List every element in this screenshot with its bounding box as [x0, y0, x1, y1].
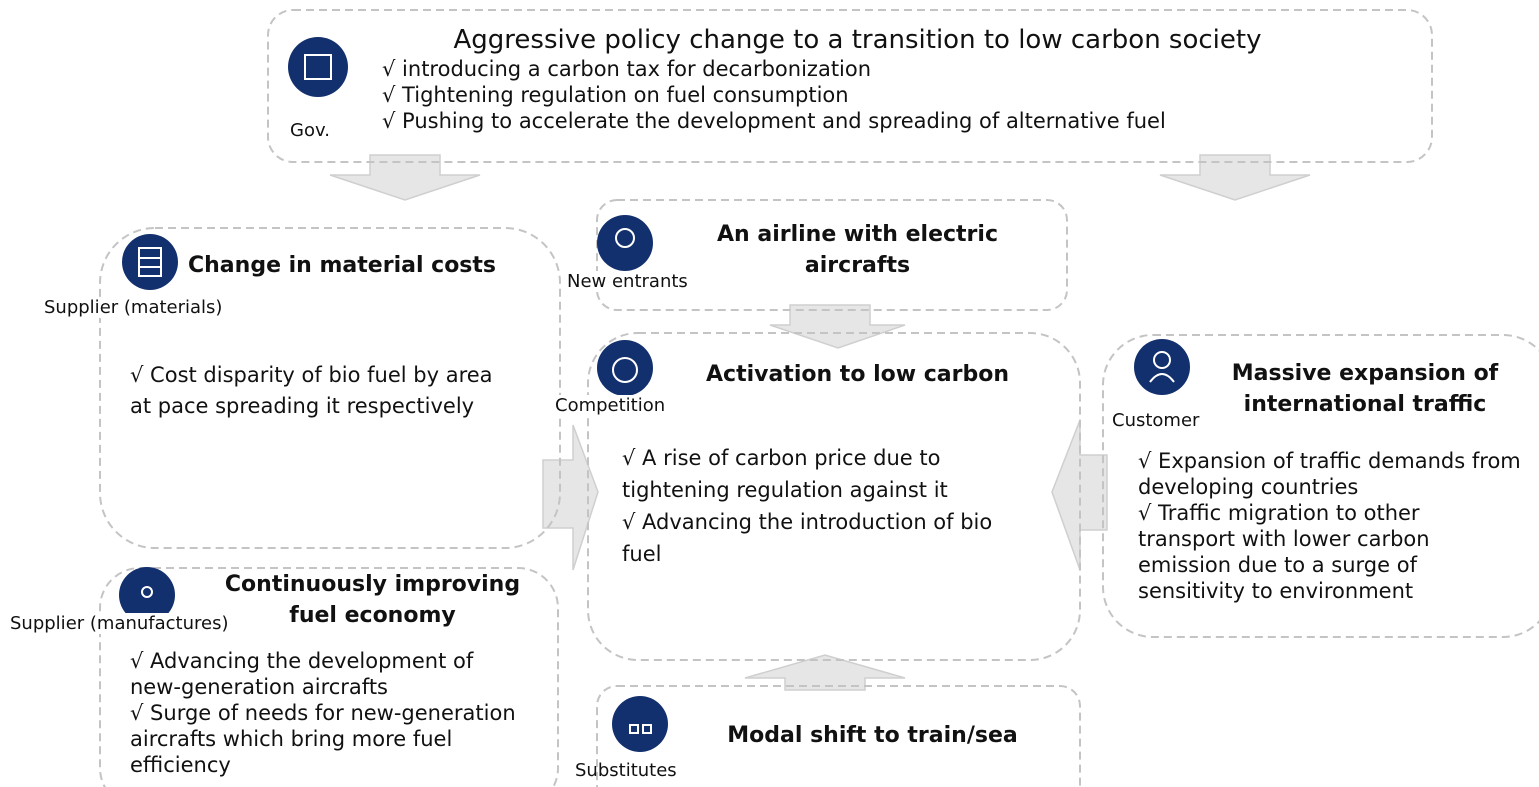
label: Gov. [290, 120, 330, 141]
glyph [141, 586, 153, 598]
icon [122, 234, 178, 290]
box [596, 685, 1081, 787]
title: Activation to low carbon [706, 362, 1009, 387]
icon [597, 340, 653, 396]
bullet: √ Pushing to accelerate the development … [382, 109, 1166, 133]
title: Change in material costs [188, 253, 497, 278]
arrows [329, 154, 1311, 691]
icon [288, 37, 348, 97]
bullet: √ A rise of carbon price due to tighteni… [622, 446, 948, 502]
arrow-down [329, 154, 481, 201]
arrow-left [1051, 419, 1108, 571]
icon [597, 215, 653, 271]
box [587, 332, 1081, 661]
glyph [304, 54, 332, 80]
bullet: √ Expansion of traffic demands from deve… [1138, 449, 1521, 499]
bullet: √ Advancing the development of new-gener… [130, 649, 474, 699]
label: Customer [1112, 410, 1200, 431]
bullet: √ introducing a carbon tax for decarboni… [382, 57, 872, 81]
icon [119, 567, 175, 623]
arrow-up [744, 654, 906, 691]
boxes [99, 9, 1539, 787]
box [1102, 334, 1539, 638]
bullet: √ Advancing the introduction of bio fuel [622, 510, 993, 566]
arrow-down [769, 304, 906, 349]
glyph [612, 357, 638, 383]
title: Continuously improving fuel economy [224, 572, 521, 628]
bullet: √ Surge of needs for new-generation airc… [130, 701, 516, 777]
glyph [1153, 351, 1171, 369]
label: New entrants [567, 271, 688, 292]
icon-glyphs [138, 54, 1175, 734]
arrow-right [542, 424, 599, 571]
title: Aggressive policy change to a transition… [453, 25, 1262, 55]
label: Supplier (materials) [44, 297, 223, 318]
arrow-down [1159, 154, 1311, 201]
bullet: √ Tightening regulation on fuel consumpt… [382, 83, 849, 107]
label: Substitutes [575, 760, 677, 781]
box [99, 227, 561, 549]
glyph [615, 228, 635, 248]
title: An airline with electric aircrafts [717, 222, 998, 278]
bullet: √ Cost disparity of bio fuel by area at … [130, 363, 493, 418]
box [99, 567, 559, 787]
label: Competition [555, 395, 666, 416]
title: Massive expansion of international traff… [1231, 361, 1499, 417]
label: Supplier (manufactures) [10, 613, 229, 634]
bullet: √ Traffic migration to other transport w… [1138, 501, 1430, 603]
title: Modal shift to train/sea [727, 723, 1018, 748]
glyph [1149, 373, 1175, 383]
glyph [642, 724, 652, 734]
glyph [629, 724, 639, 734]
box [267, 9, 1433, 163]
icon [612, 696, 668, 752]
glyph [138, 247, 162, 277]
box [596, 199, 1068, 311]
